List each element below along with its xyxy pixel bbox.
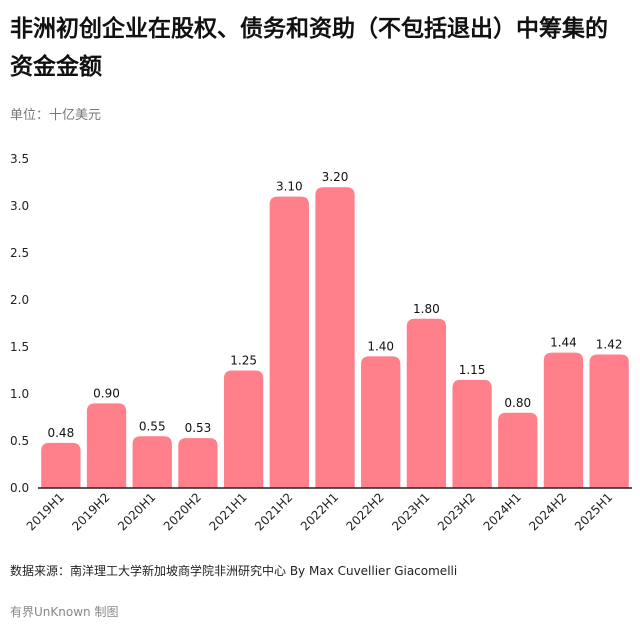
x-tick-label: 2019H1	[24, 490, 67, 533]
y-tick-label: 0.5	[10, 434, 29, 448]
y-tick-label: 3.5	[10, 152, 29, 166]
bar-value-label: 1.80	[413, 302, 440, 316]
bar-value-label: 1.40	[367, 339, 394, 353]
y-tick-label: 0.0	[10, 481, 29, 495]
credit-note: 有界UnKnown 制图	[10, 605, 119, 619]
x-tick-label: 2023H1	[389, 490, 432, 533]
y-tick-label: 2.0	[10, 293, 29, 307]
chart-title: 非洲初创企业在股权、债务和资助（不包括退出）中筹集的资金金额	[10, 16, 608, 80]
bar	[589, 354, 629, 488]
x-tick-label: 2021H2	[252, 490, 295, 533]
bar	[223, 370, 264, 488]
bar	[132, 436, 172, 488]
bar	[269, 196, 309, 488]
bar-chart: 0.0 0.5 1.0 1.5 2.0 2.5 3.0 3.5 0.48 2019H1 0.90 20…	[10, 152, 632, 533]
x-tick-label: 2020H1	[115, 490, 158, 533]
x-tick-label: 2022H2	[344, 490, 387, 533]
y-tick-label: 2.5	[10, 246, 29, 260]
bar	[543, 352, 584, 488]
x-tick-label: 2022H1	[298, 490, 341, 533]
bar	[178, 438, 218, 488]
bar	[41, 442, 81, 488]
y-tick-label: 1.5	[10, 340, 29, 354]
bar-value-label: 1.15	[459, 363, 486, 377]
bar-value-label: 0.90	[93, 386, 120, 400]
bar	[498, 412, 538, 488]
bar-value-label: 1.44	[550, 336, 577, 350]
bar	[86, 403, 127, 488]
bar	[315, 187, 355, 488]
x-tick-label: 2024H2	[526, 490, 569, 533]
unit-label: 单位：十亿美元	[10, 108, 102, 123]
bar-value-label: 0.80	[504, 396, 531, 410]
bar-value-label: 1.42	[596, 338, 623, 352]
bar-value-label: 0.55	[139, 419, 166, 433]
bar	[406, 318, 447, 488]
x-tick-label: 2020H2	[161, 490, 204, 533]
y-tick-label: 1.0	[10, 387, 29, 401]
bar-value-label: 1.25	[230, 354, 257, 368]
x-tick-label: 2023H2	[435, 490, 478, 533]
y-tick-label: 3.0	[10, 199, 29, 213]
bar	[361, 356, 401, 488]
bar-value-label: 0.48	[47, 426, 74, 440]
x-tick-label: 2021H1	[206, 490, 249, 533]
bar-value-label: 0.53	[185, 421, 212, 435]
source-note: 数据来源：南洋理工大学新加坡商学院非洲研究中心 By Max Cuvellier…	[10, 564, 458, 578]
x-tick-label: 2019H2	[69, 490, 112, 533]
bar-value-label: 3.10	[276, 180, 303, 194]
bar-value-label: 3.20	[322, 170, 349, 184]
x-tick-label: 2024H1	[481, 490, 524, 533]
bar	[452, 379, 492, 488]
x-tick-label: 2025H1	[572, 490, 615, 533]
